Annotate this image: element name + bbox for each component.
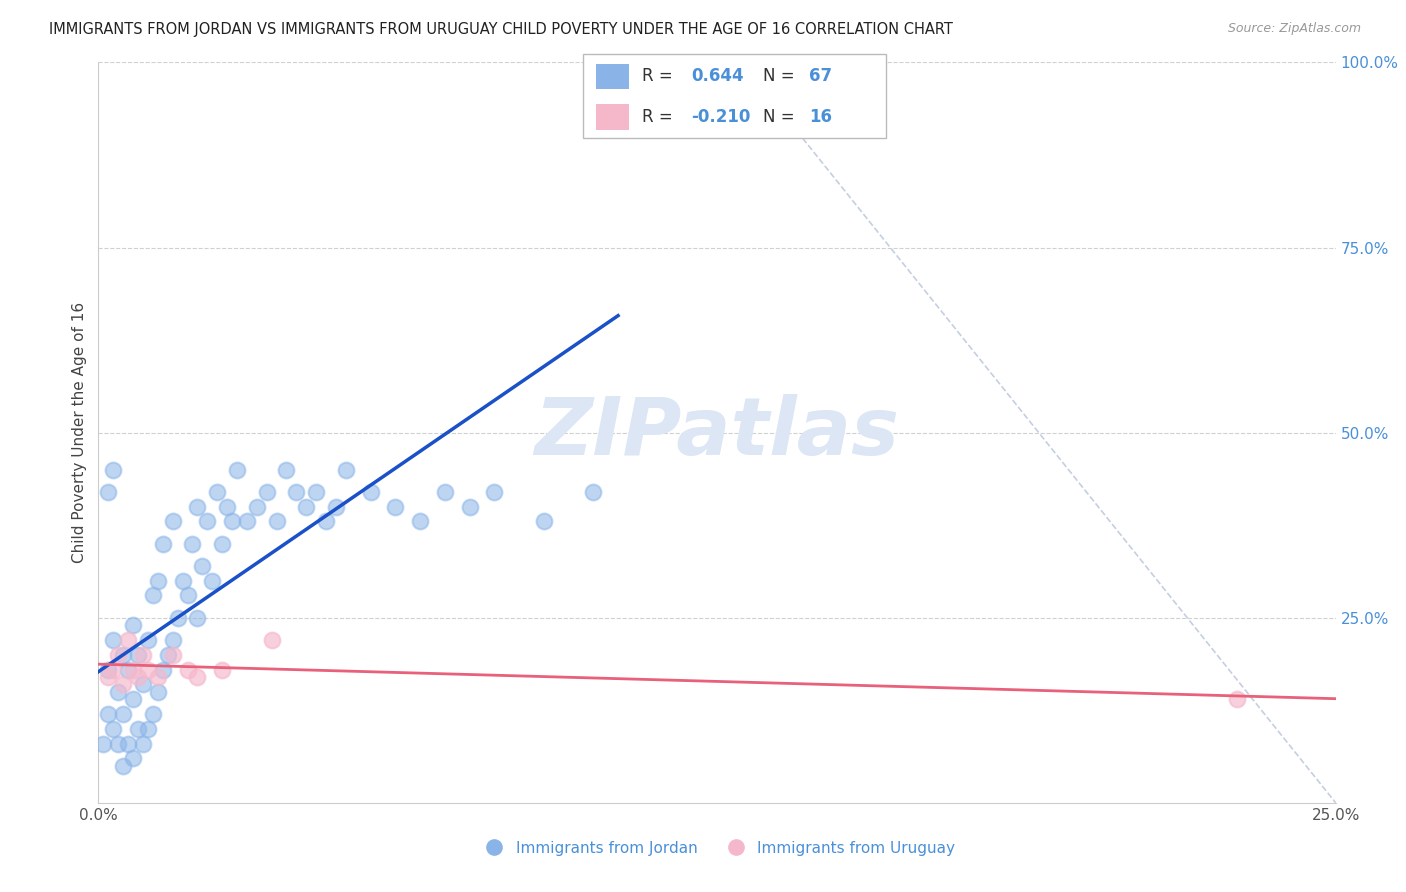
Point	[433, 484, 456, 499]
Text: R =: R =	[643, 108, 679, 126]
Point	[731, 78, 754, 92]
Point	[107, 737, 129, 751]
Point	[266, 515, 288, 529]
Point	[260, 632, 283, 647]
Point	[285, 484, 308, 499]
Point	[409, 515, 432, 529]
Point	[305, 484, 328, 499]
Point	[236, 515, 259, 529]
Point	[315, 515, 337, 529]
Point	[122, 692, 145, 706]
Point	[176, 589, 198, 603]
Point	[97, 663, 120, 677]
Text: R =: R =	[643, 68, 679, 86]
Point	[103, 462, 125, 476]
Point	[582, 484, 605, 499]
Point	[146, 670, 169, 684]
Point	[122, 618, 145, 632]
Text: N =: N =	[763, 108, 800, 126]
Point	[117, 632, 139, 647]
Point	[186, 610, 208, 624]
Point	[325, 500, 347, 514]
Point	[211, 536, 233, 550]
Point	[181, 536, 204, 550]
Text: Source: ZipAtlas.com: Source: ZipAtlas.com	[1227, 22, 1361, 36]
Text: ZIPatlas: ZIPatlas	[534, 393, 900, 472]
Point	[112, 706, 135, 721]
Point	[246, 500, 269, 514]
Point	[152, 536, 174, 550]
Point	[256, 484, 278, 499]
Legend: Immigrants from Jordan, Immigrants from Uruguay: Immigrants from Jordan, Immigrants from …	[472, 835, 962, 862]
Point	[103, 722, 125, 736]
Point	[484, 484, 506, 499]
Point	[166, 610, 188, 624]
Point	[191, 558, 214, 573]
Point	[97, 484, 120, 499]
Point	[97, 670, 120, 684]
Point	[533, 515, 555, 529]
Text: 16: 16	[808, 108, 832, 126]
Point	[855, 78, 877, 92]
Point	[186, 670, 208, 684]
Point	[142, 589, 165, 603]
Point	[132, 677, 155, 691]
Point	[112, 758, 135, 772]
Point	[117, 663, 139, 677]
Text: IMMIGRANTS FROM JORDAN VS IMMIGRANTS FROM URUGUAY CHILD POVERTY UNDER THE AGE OF: IMMIGRANTS FROM JORDAN VS IMMIGRANTS FRO…	[49, 22, 953, 37]
Point	[136, 663, 159, 677]
Point	[152, 663, 174, 677]
Point	[384, 500, 406, 514]
Point	[458, 500, 481, 514]
Point	[112, 677, 135, 691]
Point	[146, 685, 169, 699]
Point	[221, 515, 243, 529]
Text: -0.210: -0.210	[690, 108, 751, 126]
Point	[162, 648, 184, 662]
Point	[122, 663, 145, 677]
Point	[132, 737, 155, 751]
Point	[162, 632, 184, 647]
Point	[295, 500, 318, 514]
Point	[132, 648, 155, 662]
Point	[176, 663, 198, 677]
Point	[142, 706, 165, 721]
Point	[107, 685, 129, 699]
Point	[217, 500, 239, 514]
Text: 67: 67	[808, 68, 832, 86]
Bar	[596, 104, 628, 130]
Point	[195, 515, 218, 529]
Text: N =: N =	[763, 68, 800, 86]
Point	[117, 737, 139, 751]
Point	[226, 462, 249, 476]
Point	[186, 500, 208, 514]
Point	[360, 484, 382, 499]
Point	[172, 574, 194, 588]
Point	[107, 648, 129, 662]
Point	[276, 462, 298, 476]
Point	[103, 632, 125, 647]
FancyBboxPatch shape	[583, 54, 886, 138]
Point	[156, 648, 179, 662]
Y-axis label: Child Poverty Under the Age of 16: Child Poverty Under the Age of 16	[72, 302, 87, 563]
Point	[136, 722, 159, 736]
Point	[127, 722, 149, 736]
Point	[211, 663, 233, 677]
Point	[205, 484, 228, 499]
Text: 0.644: 0.644	[690, 68, 744, 86]
Point	[97, 706, 120, 721]
Point	[103, 663, 125, 677]
Point	[127, 670, 149, 684]
Point	[136, 632, 159, 647]
Point	[201, 574, 224, 588]
Bar	[596, 63, 628, 89]
Point	[146, 574, 169, 588]
Point	[122, 751, 145, 765]
Point	[112, 648, 135, 662]
Point	[1226, 692, 1249, 706]
Point	[93, 737, 115, 751]
Point	[162, 515, 184, 529]
Point	[127, 648, 149, 662]
Point	[335, 462, 357, 476]
